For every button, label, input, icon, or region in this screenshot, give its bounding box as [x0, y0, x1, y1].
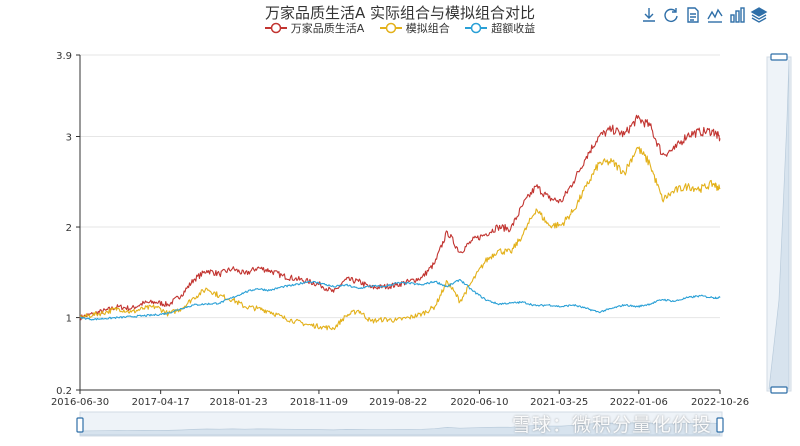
x-tick-label: 2017-04-17	[132, 397, 190, 408]
chart-title: 万家品质生活A 实际组合与模拟组合对比	[264, 4, 536, 22]
watermark: 雪球：微积分量化价投	[512, 414, 713, 436]
x-tick-label: 2020-06-10	[450, 397, 508, 408]
legend-label-simulated: 模拟组合	[405, 22, 450, 35]
series-lines	[79, 114, 721, 331]
x-tick-label: 2018-11-09	[290, 397, 348, 408]
y-zoom-handle-top[interactable]	[770, 53, 788, 61]
y-tick-label: 3.9	[56, 51, 72, 62]
legend-item-actual[interactable]: 万家品质生活A	[264, 20, 365, 36]
x-tick-label: 2019-08-22	[369, 397, 427, 408]
legend-label-actual: 万家品质生活A	[290, 22, 365, 35]
data-view-icon[interactable]	[684, 6, 702, 24]
y-tick-label: 2	[66, 223, 72, 234]
bar-switch-icon[interactable]	[728, 6, 746, 24]
grid-lines	[80, 54, 720, 391]
series-line-simulated	[79, 146, 721, 331]
x-tick-label: 2022-01-06	[610, 397, 668, 408]
x-zoom-handle-left[interactable]	[76, 417, 84, 433]
y-tick-label: 1	[66, 314, 72, 325]
x-zoom-handle-right[interactable]	[716, 417, 724, 433]
line-switch-icon[interactable]	[706, 6, 724, 24]
legend-marker-actual	[264, 22, 287, 34]
y-zoom-handle-bottom[interactable]	[770, 386, 788, 394]
download-icon[interactable]	[640, 6, 658, 24]
y-tick-label: 3	[66, 132, 72, 143]
x-tick-label: 2018-01-23	[209, 397, 267, 408]
legend-item-simulated[interactable]: 模拟组合	[379, 20, 450, 36]
legend: 万家品质生活A 模拟组合 超额收益	[0, 20, 800, 37]
series-line-actual	[79, 114, 721, 321]
legend-item-excess[interactable]: 超额收益	[465, 20, 535, 36]
x-tick-label: 2016-06-30	[51, 397, 109, 408]
legend-marker-excess	[465, 22, 488, 34]
data-zoom[interactable]	[76, 53, 792, 437]
legend-label-excess: 超额收益	[491, 22, 536, 35]
legend-marker-simulated	[379, 22, 402, 34]
x-tick-label: 2022-10-26	[691, 397, 749, 408]
refresh-icon[interactable]	[662, 6, 680, 24]
series-line-excess	[79, 278, 721, 321]
stack-icon[interactable]	[750, 6, 768, 24]
toolbox	[640, 6, 768, 24]
y-tick-label: 0.2	[56, 386, 72, 397]
x-zoom-preview	[79, 422, 721, 436]
x-tick-label: 2021-03-25	[530, 397, 588, 408]
axes: 0.2 1 2 3 3.9 2016-06-30 2017-04-17 2018-01-23 2…	[51, 51, 749, 408]
